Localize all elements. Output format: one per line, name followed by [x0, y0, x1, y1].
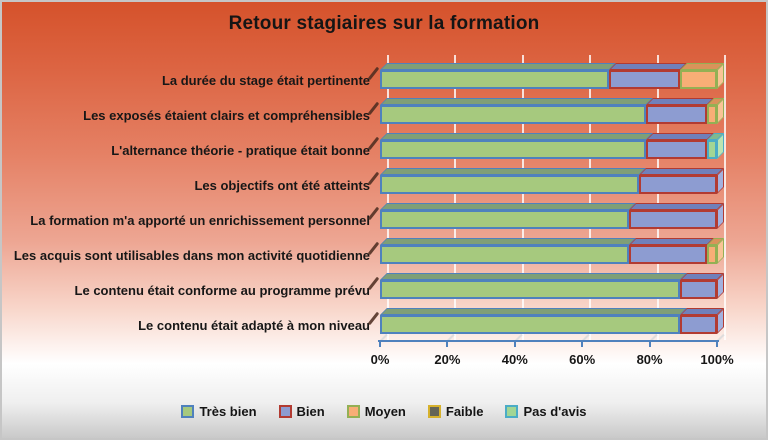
legend-swatch-icon — [181, 405, 195, 418]
bar-segment-face — [706, 245, 717, 264]
x-axis-tick — [581, 342, 584, 347]
bar-segment-face — [679, 70, 717, 89]
bar-segment — [380, 98, 654, 124]
bar-segment-top — [380, 63, 617, 70]
bar-segment — [706, 133, 724, 159]
bar-segment-top — [646, 98, 714, 105]
bar-segment — [646, 133, 714, 159]
category-label: La durée du stage était pertinente — [161, 72, 370, 88]
legend-item: Bien — [278, 404, 325, 419]
category-label: La formation m'a apporté un enrichisseme… — [30, 212, 370, 228]
bar-segment-face — [629, 210, 717, 229]
x-axis-tick — [446, 342, 449, 347]
gridline — [589, 55, 592, 340]
x-tick-label: 100% — [700, 352, 734, 367]
x-tick-label: 80% — [636, 352, 663, 367]
category-label: Le contenu était conforme au programme p… — [74, 282, 370, 298]
bar-segment-face — [706, 105, 717, 124]
legend-item: Faible — [427, 404, 484, 419]
legend: Très bien Bien Moyen Faible Pas d'avis — [2, 404, 766, 419]
bar-segment — [380, 168, 647, 194]
bar-segment-top — [380, 308, 687, 315]
category-label: L'alternance théorie - pratique était bo… — [111, 142, 370, 158]
bar-segment — [380, 273, 687, 299]
bar-segment-face — [706, 140, 717, 159]
bar-segment-face — [380, 105, 647, 124]
bar-segment — [380, 308, 687, 334]
legend-label: Moyen — [364, 404, 406, 419]
gridline — [521, 55, 524, 340]
gridline — [454, 55, 457, 340]
legend-item: Pas d'avis — [505, 404, 587, 419]
gridline — [387, 55, 389, 340]
x-axis-tick — [513, 342, 516, 347]
bar-segment-face — [646, 105, 707, 124]
bar-segment-face — [380, 280, 680, 299]
bar-segment-top — [380, 203, 637, 210]
bar-segment — [609, 63, 687, 89]
x-tick-label: 0% — [370, 352, 390, 367]
legend-label: Bien — [296, 404, 325, 419]
bar-segment-face — [609, 70, 680, 89]
bar-segment — [380, 203, 637, 229]
bar-segment — [380, 238, 637, 264]
bar-segment-top — [380, 98, 654, 105]
legend-item: Moyen — [346, 404, 406, 419]
bar-segment — [679, 273, 724, 299]
legend-swatch-icon — [427, 405, 441, 418]
bar-segment-face — [380, 140, 647, 159]
bar-segment-top — [380, 273, 687, 280]
x-tick-label: 60% — [569, 352, 596, 367]
bar-segment-face — [380, 210, 630, 229]
bar-segment-face — [646, 140, 707, 159]
bar-segment — [706, 98, 724, 124]
legend-label: Très bien — [199, 404, 257, 419]
x-tick-label: 40% — [501, 352, 528, 367]
bar-segment — [706, 238, 724, 264]
category-label: Les acquis sont utilisables dans mon act… — [13, 247, 370, 263]
bar-segment-top — [380, 168, 647, 175]
category-label: Le contenu était adapté à mon niveau — [138, 317, 370, 333]
legend-swatch-icon — [505, 405, 519, 418]
bar-segment-face — [679, 315, 717, 334]
bar-segment — [380, 63, 617, 89]
category-label: Les objectifs ont été atteints — [194, 177, 370, 193]
gridline — [724, 55, 726, 340]
bar-segment — [639, 168, 724, 194]
bar-segment — [380, 133, 654, 159]
bar-segment-face — [679, 280, 717, 299]
legend-label: Faible — [445, 404, 484, 419]
bar-segment — [646, 98, 714, 124]
bar-segment-face — [380, 175, 640, 194]
chart-title: Retour stagiaires sur la formation — [228, 13, 540, 34]
legend-swatch-icon — [346, 405, 360, 418]
legend-label: Pas d'avis — [523, 404, 587, 419]
x-axis-tick — [716, 342, 718, 347]
x-axis-tick — [648, 342, 651, 347]
x-axis-line — [378, 340, 719, 342]
gridline — [656, 55, 659, 340]
bar-segment — [629, 203, 724, 229]
x-tick-label: 20% — [434, 352, 461, 367]
bar-segment-face — [629, 245, 707, 264]
legend-swatch-icon — [278, 405, 292, 418]
bar-segment-face — [380, 315, 680, 334]
bar-segment-face — [639, 175, 717, 194]
bar-segment-top — [646, 133, 714, 140]
bar-segment-top — [609, 63, 687, 70]
bar-segment-face — [380, 245, 630, 264]
bar-segment — [629, 238, 714, 264]
bar-segment-top — [380, 133, 654, 140]
bar-segment-top — [380, 238, 637, 245]
bar-segment — [679, 308, 724, 334]
x-axis-tick — [379, 342, 381, 347]
bar-segment-face — [380, 70, 610, 89]
category-label: Les exposés étaient clairs et compréhens… — [83, 107, 370, 123]
bar-segment-top — [639, 168, 724, 175]
bar-segment-top — [629, 203, 724, 210]
bar-segment — [679, 63, 724, 89]
legend-item: Très bien — [181, 404, 257, 419]
bar-segment-top — [629, 238, 714, 245]
